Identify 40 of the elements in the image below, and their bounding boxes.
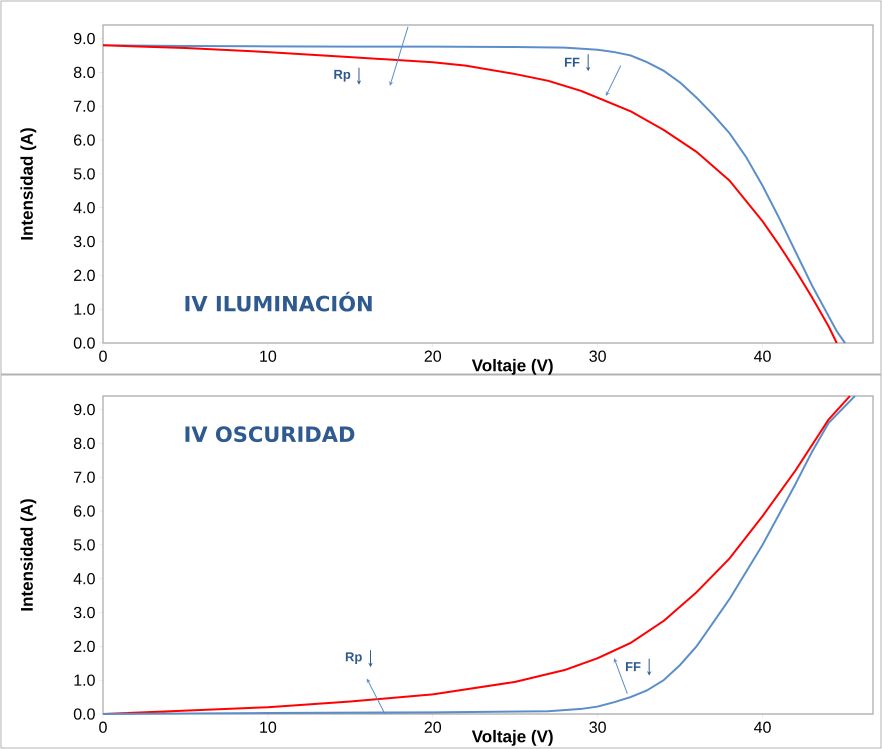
y-tick-label: 1.0: [74, 303, 95, 315]
x-tick-label: 10: [260, 350, 276, 362]
annotation: FF: [626, 662, 640, 672]
y-tick-label: 3.0: [74, 236, 95, 248]
x-tick-label: 30: [589, 350, 606, 362]
y-tick-label: 9.0: [74, 404, 95, 416]
x-axis-title: Voltaje (V): [472, 358, 553, 375]
x-tick-label: 40: [754, 721, 771, 733]
y-tick-label: 9.0: [74, 32, 95, 44]
annotation: FF: [564, 58, 580, 67]
y-tick-label: 2.0: [74, 270, 95, 281]
y-tick-label: 8.0: [74, 438, 95, 449]
y-tick-label: 0.0: [74, 337, 95, 349]
y-tick-label: 6.0: [74, 505, 95, 517]
y-axis-title: Intensidad (A): [20, 128, 36, 240]
x-tick-label: 40: [754, 350, 771, 362]
x-axis-title: Voltaje (V): [472, 730, 553, 746]
y-tick-label: 0.0: [74, 708, 95, 720]
x-tick-label: 0: [99, 721, 107, 733]
y-tick-label: 2.0: [74, 640, 95, 652]
y-tick-label: 6.0: [74, 134, 95, 146]
x-tick-label: 30: [589, 721, 606, 733]
y-tick-label: 1.0: [74, 674, 95, 686]
y-tick-label: 7.0: [74, 100, 95, 112]
y-tick-label: 4.0: [74, 202, 95, 214]
y-tick-label: 7.0: [74, 471, 95, 483]
y-tick-label: 8.0: [74, 66, 95, 78]
x-tick-label: 20: [424, 721, 442, 733]
annotation: Rp: [334, 70, 350, 82]
annotation: Rp: [346, 652, 362, 664]
y-tick-label: 5.0: [74, 168, 95, 180]
y-tick-label: 3.0: [74, 606, 95, 618]
text: IV ILUMINACIÓN: [185, 292, 372, 312]
text: IV OSCURIDAD: [185, 426, 354, 442]
x-tick-label: 20: [424, 350, 442, 362]
y-tick-label: 4.0: [74, 572, 95, 584]
x-tick-label: 0: [99, 350, 107, 362]
x-tick-label: 10: [260, 721, 276, 733]
y-axis-title: Intensidad (A): [20, 499, 36, 610]
y-tick-label: 5.0: [74, 539, 95, 550]
